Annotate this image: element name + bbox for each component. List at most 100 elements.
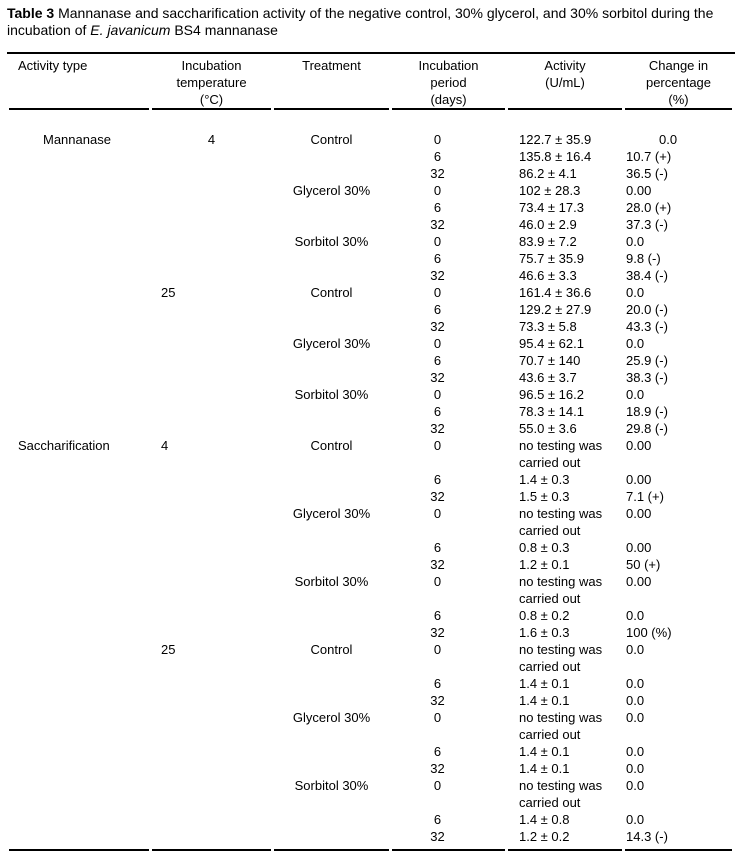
- cell-temperature: [152, 709, 271, 743]
- cell-change: 0.0: [626, 642, 645, 657]
- cell-change: 10.7 (+): [626, 149, 672, 164]
- cell-activity-value: 1.5 ± 0.3: [519, 489, 570, 504]
- cell-temperature: [152, 607, 271, 624]
- cell-activity-type: [9, 352, 149, 369]
- table-row: Glycerol 30% 0 no testing was carried ou…: [9, 505, 732, 539]
- cell-period: 0: [433, 285, 442, 300]
- cell-change: 0.00: [626, 183, 652, 198]
- cell-activity-type: [9, 488, 149, 505]
- cell-temperature: [152, 267, 271, 284]
- cell-activity-type: [9, 301, 149, 318]
- cell-activity-type: [9, 556, 149, 573]
- cell-activity-type: [9, 233, 149, 250]
- table-row: 32 1.6 ± 0.3 100 (%): [9, 624, 732, 641]
- cell-activity-value: 83.9 ± 7.2: [519, 234, 577, 249]
- cell-period: 6: [433, 812, 442, 827]
- cell-activity-type: [9, 675, 149, 692]
- cell-change: 28.0 (+): [626, 200, 672, 215]
- table-row: 32 43.6 ± 3.7 38.3 (-): [9, 369, 732, 386]
- cell-activity-type: [9, 199, 149, 216]
- cell-period: 6: [433, 676, 442, 691]
- cell-treatment: [274, 760, 389, 777]
- cell-treatment: Sorbitol 30%: [294, 234, 369, 249]
- cell-treatment: [274, 488, 389, 505]
- cell-activity-value: 102 ± 28.3: [519, 183, 581, 198]
- cell-temperature: [152, 539, 271, 556]
- cell-activity-value: 0.8 ± 0.2: [519, 608, 570, 623]
- table-row: Sorbitol 30% 0 no testing was carried ou…: [9, 573, 732, 607]
- table-row: 6 1.4 ± 0.1 0.0: [9, 743, 732, 760]
- cell-treatment: [274, 165, 389, 182]
- cell-treatment: [274, 539, 389, 556]
- cell-activity-value: 1.4 ± 0.1: [519, 761, 570, 776]
- header-treatment: Treatment: [274, 53, 389, 110]
- cell-temperature: 4: [207, 132, 216, 147]
- cell-treatment: [274, 811, 389, 828]
- cell-activity-value: 46.0 ± 2.9: [519, 217, 577, 232]
- cell-period: 32: [430, 489, 445, 504]
- table-row: Sorbitol 30% 0 96.5 ± 16.2 0.0: [9, 386, 732, 403]
- cell-treatment: [274, 369, 389, 386]
- cell-activity-type: [9, 318, 149, 335]
- spacer-row: [9, 110, 732, 131]
- cell-temperature: [152, 199, 271, 216]
- cell-activity-type: [9, 692, 149, 709]
- cell-change: 20.0 (-): [626, 302, 668, 317]
- cell-change: 100 (%): [626, 625, 672, 640]
- cell-period: 6: [433, 608, 442, 623]
- cell-temperature: [152, 488, 271, 505]
- cell-treatment: [274, 471, 389, 488]
- cell-activity-value: 1.6 ± 0.3: [519, 625, 570, 640]
- cell-activity-value: 1.4 ± 0.3: [519, 472, 570, 487]
- table-row: 32 1.2 ± 0.2 14.3 (-): [9, 828, 732, 845]
- cell-period: 32: [430, 761, 445, 776]
- cell-temperature: [152, 182, 271, 199]
- cell-change: 29.8 (-): [626, 421, 668, 436]
- cell-temperature: [152, 471, 271, 488]
- table-row: 6 70.7 ± 140 25.9 (-): [9, 352, 732, 369]
- table-row: Sorbitol 30% 0 no testing was carried ou…: [9, 777, 732, 811]
- cell-temperature: [152, 573, 271, 607]
- cell-change: 50 (+): [626, 557, 661, 572]
- cell-change: 0.0: [626, 710, 645, 725]
- table-row: Saccharification 4 Control 0 no testing …: [9, 437, 732, 471]
- table-row: 6 1.4 ± 0.8 0.0: [9, 811, 732, 828]
- table-row: 32 1.5 ± 0.3 7.1 (+): [9, 488, 732, 505]
- cell-change: 0.0: [626, 336, 645, 351]
- cell-temperature: [152, 369, 271, 386]
- cell-activity-type: [9, 709, 149, 743]
- table-row: 32 86.2 ± 4.1 36.5 (-): [9, 165, 732, 182]
- cell-period: 0: [433, 642, 442, 657]
- cell-change: 38.4 (-): [626, 268, 668, 283]
- cell-activity-value: no testing was carried out: [519, 710, 603, 742]
- header-row: Activity type Incubation temperature (°C…: [9, 53, 732, 110]
- cell-activity-value: 55.0 ± 3.6: [519, 421, 577, 436]
- cell-treatment: [274, 420, 389, 437]
- cell-treatment: [274, 199, 389, 216]
- table-row: Sorbitol 30% 0 83.9 ± 7.2 0.0: [9, 233, 732, 250]
- cell-treatment: [274, 624, 389, 641]
- cell-temperature: 4: [161, 438, 169, 453]
- caption-label: Table 3: [7, 5, 55, 21]
- cell-activity-value: 70.7 ± 140: [519, 353, 581, 368]
- cell-activity-type: [9, 165, 149, 182]
- cell-period: 6: [433, 200, 442, 215]
- header-activity: Activity (U/mL): [508, 53, 622, 110]
- table-row: 32 1.2 ± 0.1 50 (+): [9, 556, 732, 573]
- table-row: Mannanase 4 Control 0 122.7 ± 35.9 0.0: [9, 131, 732, 148]
- cell-activity-value: 73.3 ± 5.8: [519, 319, 577, 334]
- cell-activity-value: 0.8 ± 0.3: [519, 540, 570, 555]
- cell-treatment: Glycerol 30%: [292, 710, 371, 725]
- cell-period: 32: [430, 421, 445, 436]
- cell-temperature: [152, 335, 271, 352]
- cell-activity-type: [9, 743, 149, 760]
- cell-change: 0.0: [626, 778, 645, 793]
- table-row: 6 73.4 ± 17.3 28.0 (+): [9, 199, 732, 216]
- cell-temperature: [152, 165, 271, 182]
- cell-change: 0.00: [626, 438, 652, 453]
- cell-activity-type: [9, 216, 149, 233]
- cell-treatment: [274, 828, 389, 845]
- cell-treatment: Control: [310, 642, 353, 657]
- cell-treatment: [274, 318, 389, 335]
- cell-change: 14.3 (-): [626, 829, 668, 844]
